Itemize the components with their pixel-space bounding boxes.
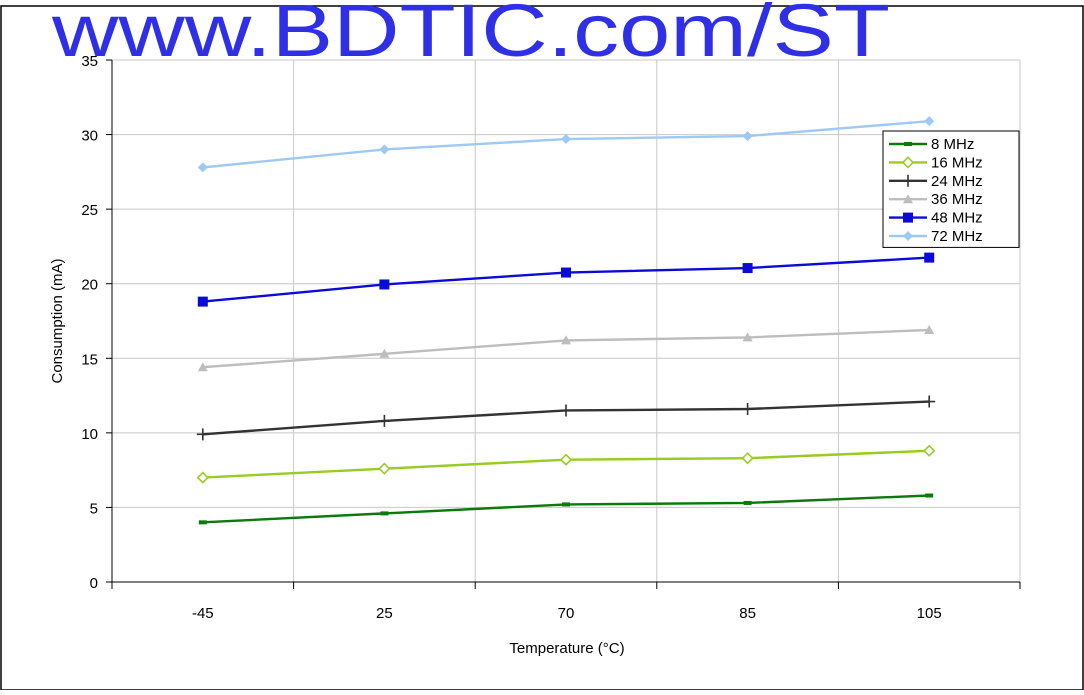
watermark-text: www.BDTIC.com/ST [51, 0, 890, 72]
series-layer [196, 116, 936, 525]
legend-swatch-marker [903, 231, 913, 241]
data-point [924, 252, 935, 263]
x-tick-label: 85 [739, 605, 756, 622]
data-point [924, 116, 935, 127]
x-tick-label: 70 [558, 605, 575, 622]
legend-item: 48 MHz [889, 210, 983, 227]
legend-swatch-marker [903, 212, 913, 223]
legend-label: 16 MHz [931, 154, 983, 171]
data-point [741, 452, 754, 465]
data-point [743, 500, 752, 505]
data-point [924, 324, 935, 334]
legend-item: 8 MHz [889, 136, 974, 153]
data-point [196, 471, 209, 484]
data-point [198, 520, 207, 525]
legend-box [882, 130, 1020, 248]
legend-swatch-marker [902, 174, 914, 187]
data-point [561, 267, 571, 278]
axes: 0 5 10 15 20 25 30 35 -45 25 70 85 105 [81, 53, 1021, 622]
legend-label: 36 MHz [931, 191, 983, 208]
y-tick-label: 5 [90, 500, 98, 517]
data-point [742, 131, 753, 142]
legend-swatch-marker [904, 142, 912, 146]
chart-border [0, 5, 1084, 691]
data-point [925, 493, 934, 498]
data-point [379, 279, 390, 290]
y-tick-label: 10 [81, 426, 98, 443]
legend-label: 72 MHz [931, 228, 983, 245]
data-point [559, 453, 573, 466]
y-tick-label: 15 [81, 351, 98, 368]
series-16-mhz [196, 444, 936, 484]
data-point [923, 395, 936, 408]
y-tick-label: 0 [90, 575, 98, 592]
legend-item: 36 MHz [889, 191, 983, 208]
data-point [560, 404, 572, 417]
data-point [562, 502, 570, 507]
legend-item: 16 MHz [889, 154, 983, 171]
series-72-mhz [197, 116, 935, 173]
series-24-mhz [196, 395, 936, 441]
data-point [380, 511, 389, 516]
y-tick-label: 20 [81, 277, 98, 294]
y-tick-label: 30 [81, 128, 98, 145]
x-tick-label: -45 [192, 605, 214, 622]
legend-label: 24 MHz [931, 173, 983, 190]
legend-label: 8 MHz [931, 136, 974, 153]
data-point [741, 402, 754, 415]
x-axis-label: Temperature (°C) [509, 640, 624, 657]
legend-item: 72 MHz [889, 228, 983, 245]
series-48-mhz [197, 252, 935, 307]
data-point [378, 462, 391, 475]
legend-swatch-marker [903, 194, 913, 204]
data-point [561, 134, 571, 145]
data-point [196, 428, 209, 441]
data-point [742, 332, 753, 342]
data-point [197, 362, 208, 372]
y-tick-label: 35 [81, 53, 98, 70]
y-tick-label: 25 [81, 202, 98, 219]
x-tick-label: 105 [917, 605, 942, 622]
data-point [742, 263, 753, 274]
series-36-mhz [197, 324, 935, 372]
data-point [561, 335, 571, 345]
data-point [379, 348, 390, 358]
data-point [379, 144, 390, 155]
legend-label: 48 MHz [931, 210, 983, 227]
data-point [197, 296, 208, 307]
x-tick-label: 25 [376, 605, 393, 622]
series-8-mhz [198, 493, 934, 525]
data-point [923, 444, 936, 457]
data-point [378, 414, 391, 427]
legend-item: 24 MHz [889, 173, 983, 190]
data-point [197, 162, 208, 173]
y-axis-label: Consumption (mA) [49, 258, 66, 383]
legend-swatch-marker [901, 156, 915, 169]
